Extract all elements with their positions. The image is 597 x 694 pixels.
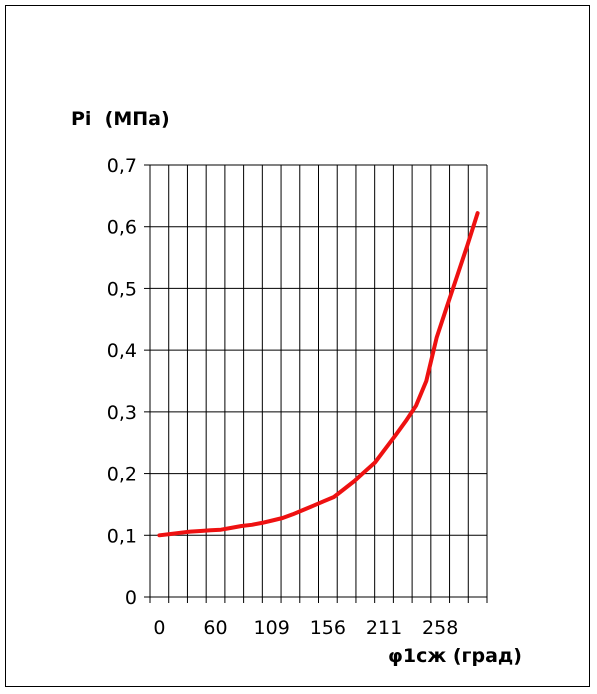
chart-frame	[5, 5, 590, 687]
y-tick-label: 0,3	[107, 402, 137, 424]
x-tick-label: 156	[310, 617, 346, 639]
x-tick-label: 211	[366, 617, 402, 639]
y-tick-label: 0,5	[107, 278, 137, 300]
series-line	[157, 211, 480, 538]
y-tick-label: 0,2	[107, 464, 137, 486]
x-tick-label: 60	[203, 617, 227, 639]
y-tick-label: 0,1	[107, 525, 137, 547]
y-tick-label: 0,6	[107, 217, 137, 239]
series-group	[157, 211, 480, 538]
y-tick-labels: 0 0,1 0,2 0,3 0,4 0,5 0,6 0,7	[107, 155, 137, 609]
y-axis-label: Pi (МПа)	[71, 108, 170, 130]
x-tick-label: 109	[254, 617, 290, 639]
y-tick-label: 0,7	[107, 155, 137, 177]
y-tick-label: 0,4	[107, 340, 137, 362]
x-axis-label: φ1сж (град)	[388, 645, 522, 667]
x-tick-label: 258	[422, 617, 458, 639]
axes	[144, 164, 488, 603]
x-tick-labels: 0 60 109 156 211 258	[153, 617, 458, 639]
x-tick-label: 0	[153, 617, 165, 639]
y-tick-label: 0	[125, 587, 137, 609]
